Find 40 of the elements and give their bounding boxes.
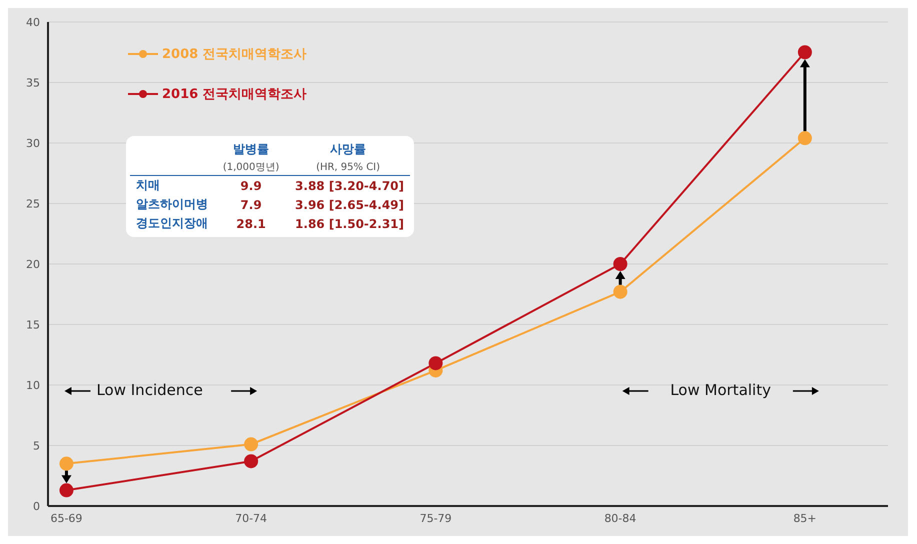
annotation: 알츠하이머병 xyxy=(135,196,209,213)
annotation: 경도인지장애 xyxy=(135,215,209,232)
annotation: 사망률 xyxy=(329,141,368,158)
y-tick-label: 35 xyxy=(26,76,40,90)
x-tick-label: 85+ xyxy=(793,512,817,525)
annotation: 7.9 xyxy=(239,196,263,214)
point xyxy=(428,356,443,370)
point xyxy=(798,45,812,60)
annotation: (1,000명년) xyxy=(222,161,280,175)
y-tick-label: 40 xyxy=(26,16,40,29)
x-tick-label: 75-79 xyxy=(420,512,452,525)
annotation: Low Incidence xyxy=(96,381,203,400)
annotation: (HR, 95% CI) xyxy=(315,160,382,174)
y-tick-label: 0 xyxy=(33,500,40,513)
y-tick-label: 10 xyxy=(26,378,40,392)
legend-label: 2016 전국치매역학조사 xyxy=(162,86,307,103)
point xyxy=(59,483,74,498)
legend-label: 2008 전국치매역학조사 xyxy=(162,46,307,63)
point xyxy=(613,257,628,271)
annotation: 3.96 [2.65-4.49] xyxy=(294,196,405,214)
annotation: Low Mortality xyxy=(669,381,772,400)
annotation: 1.86 [1.50-2.31] xyxy=(294,216,405,232)
point xyxy=(59,456,74,471)
point xyxy=(613,284,628,299)
annotation: 발병률 xyxy=(232,141,270,158)
y-tick-label: 25 xyxy=(26,197,40,210)
y-tick-label: 20 xyxy=(26,258,40,271)
point xyxy=(798,131,812,146)
annotation: 28.1 xyxy=(235,216,267,232)
annotation: 3.88 [3.20-4.70] xyxy=(294,178,405,194)
annotation: 치매 xyxy=(135,177,161,194)
point xyxy=(244,454,258,468)
annotation: 9.9 xyxy=(239,178,263,194)
y-tick-label: 5 xyxy=(33,439,40,452)
x-tick-label: 65-69 xyxy=(50,512,82,525)
y-tick-label: 15 xyxy=(26,318,40,332)
point xyxy=(244,437,258,452)
y-tick-label: 30 xyxy=(26,136,40,150)
x-tick-label: 80-84 xyxy=(604,512,636,525)
x-tick-label: 70-74 xyxy=(235,512,268,525)
